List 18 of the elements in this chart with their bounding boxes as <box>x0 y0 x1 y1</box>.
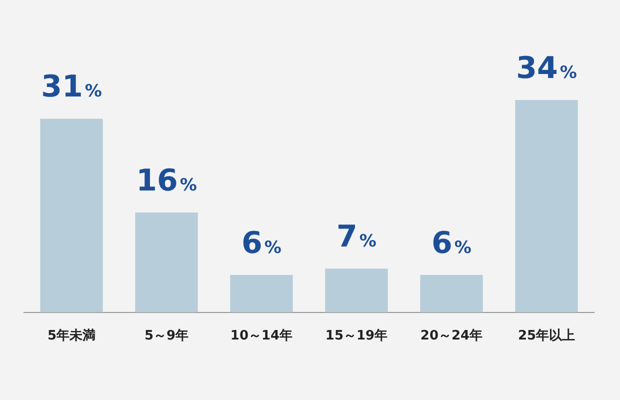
bar <box>40 118 103 312</box>
data-label: 31% <box>41 70 102 105</box>
bar <box>135 212 198 312</box>
bar <box>325 268 388 312</box>
data-label: 34% <box>516 51 577 86</box>
data-label: 6% <box>432 226 472 261</box>
x-tick-label: 5年未満 <box>47 328 96 344</box>
data-label: 6% <box>242 226 282 261</box>
bar <box>420 274 483 312</box>
x-tick-label: 10～14年 <box>230 328 293 344</box>
bar <box>230 274 293 312</box>
x-tick-label: 5～9年 <box>144 328 189 344</box>
x-tick-label: 25年以上 <box>518 328 576 344</box>
bar <box>515 100 578 312</box>
x-tick-label: 15～19年 <box>325 328 388 344</box>
x-tick-label: 20～24年 <box>420 328 483 344</box>
data-label: 7% <box>336 220 376 255</box>
data-label: 16% <box>136 163 197 198</box>
